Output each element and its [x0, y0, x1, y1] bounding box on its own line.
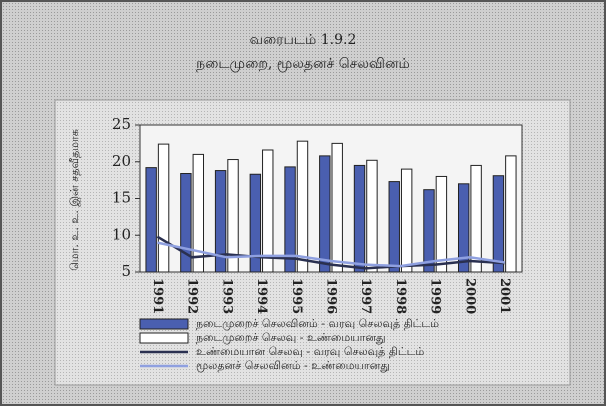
- legend-swatch: [139, 318, 189, 330]
- x-tick-label: 1999: [428, 278, 443, 314]
- bar: [505, 155, 517, 273]
- x-tick-label: 1992: [185, 278, 200, 314]
- chart-title: வரைபடம் 1.9.2: [250, 32, 357, 48]
- x-tick-label: 2001: [497, 278, 512, 314]
- bar: [331, 142, 343, 273]
- y-tick-label: 5: [121, 262, 131, 280]
- line: [157, 241, 505, 268]
- x-tick-label: 1998: [393, 278, 408, 314]
- bar: [145, 167, 157, 273]
- bar: [470, 164, 482, 273]
- y-tick-label: 15: [112, 189, 131, 207]
- x-tick-label: 1991: [150, 278, 165, 314]
- bar: [284, 166, 296, 273]
- bar: [423, 189, 435, 273]
- bar: [249, 173, 262, 273]
- bar: [227, 159, 239, 273]
- bar: [262, 149, 274, 273]
- x-tick-label: 1994: [254, 278, 269, 314]
- legend-label: நடைமுறைச் செலவினம் - வரவு செலவுத் திட்டம…: [196, 317, 439, 330]
- bar: [457, 183, 470, 273]
- y-tick-label: 10: [112, 225, 131, 243]
- bar: [388, 181, 400, 273]
- y-axis-label: மொ. உ. உ. இன் சதவீதமாக: [68, 129, 81, 271]
- bar: [400, 168, 413, 273]
- bar: [157, 143, 170, 273]
- legend-label: மூலதனச் செலவினம் - உண்மையானது: [196, 359, 390, 372]
- bar: [319, 155, 331, 273]
- bar: [214, 170, 227, 273]
- x-tick-label: 1993: [219, 278, 234, 314]
- legend-label: நடைமுறைச் செலவு - உண்மையானது: [196, 331, 386, 344]
- chart-subtitle: நடைமுறை, மூலதனச் செலவினம்: [196, 56, 410, 72]
- bar: [192, 153, 205, 273]
- bar: [366, 159, 378, 273]
- legend-label: உண்மையான செலவு - வரவு செலவுத் திட்டம்: [196, 345, 424, 358]
- x-tick-label: 1995: [289, 278, 304, 314]
- bar: [435, 175, 448, 273]
- bar: [296, 140, 309, 273]
- x-tick-label: 1997: [358, 278, 373, 314]
- bar: [492, 175, 505, 273]
- y-tick-label: 20: [112, 152, 131, 170]
- x-tick-label: 2000: [462, 278, 477, 314]
- y-tick-label: 25: [112, 115, 131, 133]
- bar: [353, 164, 366, 273]
- x-tick-label: 1996: [324, 278, 339, 314]
- bar: [180, 173, 192, 273]
- legend-swatch: [139, 332, 189, 344]
